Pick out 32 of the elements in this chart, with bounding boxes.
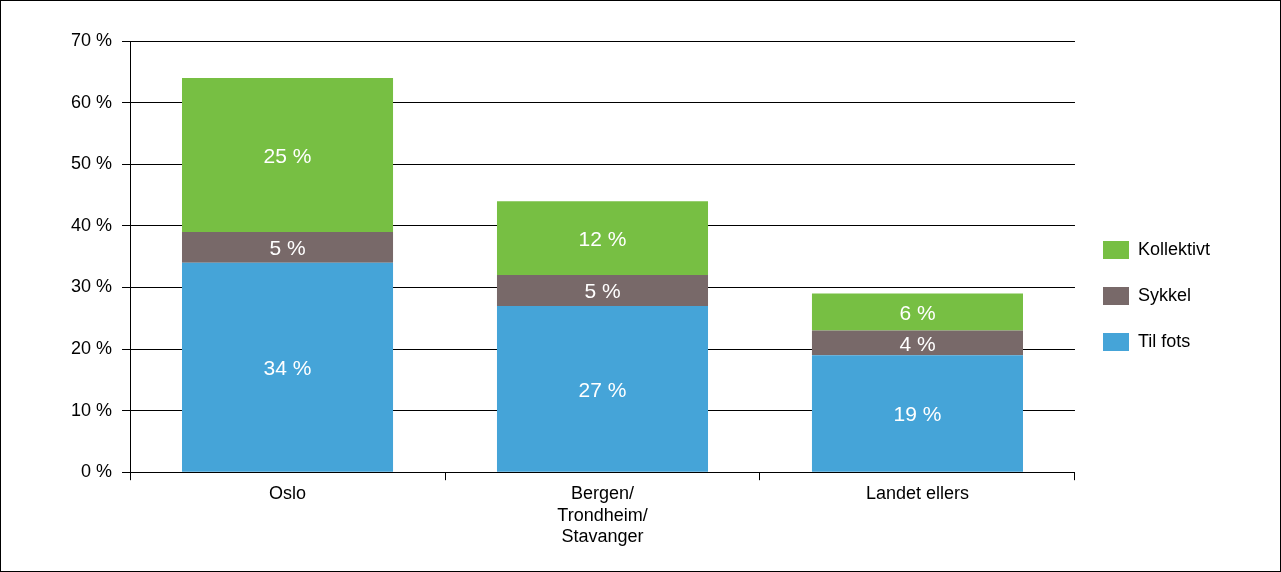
y-tick-label: 60 %	[71, 91, 113, 112]
bar	[496, 305, 709, 472]
y-tick-label: 10 %	[71, 399, 113, 420]
data-label: 5 %	[269, 236, 306, 260]
bar	[811, 330, 1023, 356]
bar	[182, 231, 394, 263]
legend-label: Sykkel	[1137, 284, 1191, 305]
y-tick-label: 40 %	[71, 214, 113, 235]
legend-label: Til fots	[1137, 330, 1191, 351]
y-tick-label: 50 %	[71, 153, 113, 174]
x-tick-label: Oslo	[269, 482, 307, 503]
bar	[182, 262, 394, 472]
data-label: 4 %	[899, 331, 936, 355]
data-label: 34 %	[263, 356, 312, 380]
x-tick-label: Bergen/Trondheim/Stavanger	[557, 482, 648, 547]
y-tick-label: 20 %	[71, 337, 113, 358]
data-label: 25 %	[263, 143, 312, 167]
x-tick-label: Landet ellers	[865, 482, 970, 503]
bar	[811, 293, 1023, 331]
data-label: 5 %	[584, 279, 621, 303]
y-tick-label: 0 %	[81, 461, 113, 482]
bar	[811, 355, 1023, 472]
data-label: 12 %	[578, 226, 627, 250]
data-label: 6 %	[899, 300, 936, 324]
legend-label: Kollektivt	[1137, 238, 1210, 259]
bar	[182, 77, 394, 232]
y-tick-label: 70 %	[71, 29, 113, 50]
data-label: 19 %	[893, 402, 942, 426]
bar	[496, 201, 709, 276]
y-tick-label: 30 %	[71, 276, 113, 297]
data-label: 27 %	[578, 377, 627, 401]
bar	[496, 275, 709, 306]
